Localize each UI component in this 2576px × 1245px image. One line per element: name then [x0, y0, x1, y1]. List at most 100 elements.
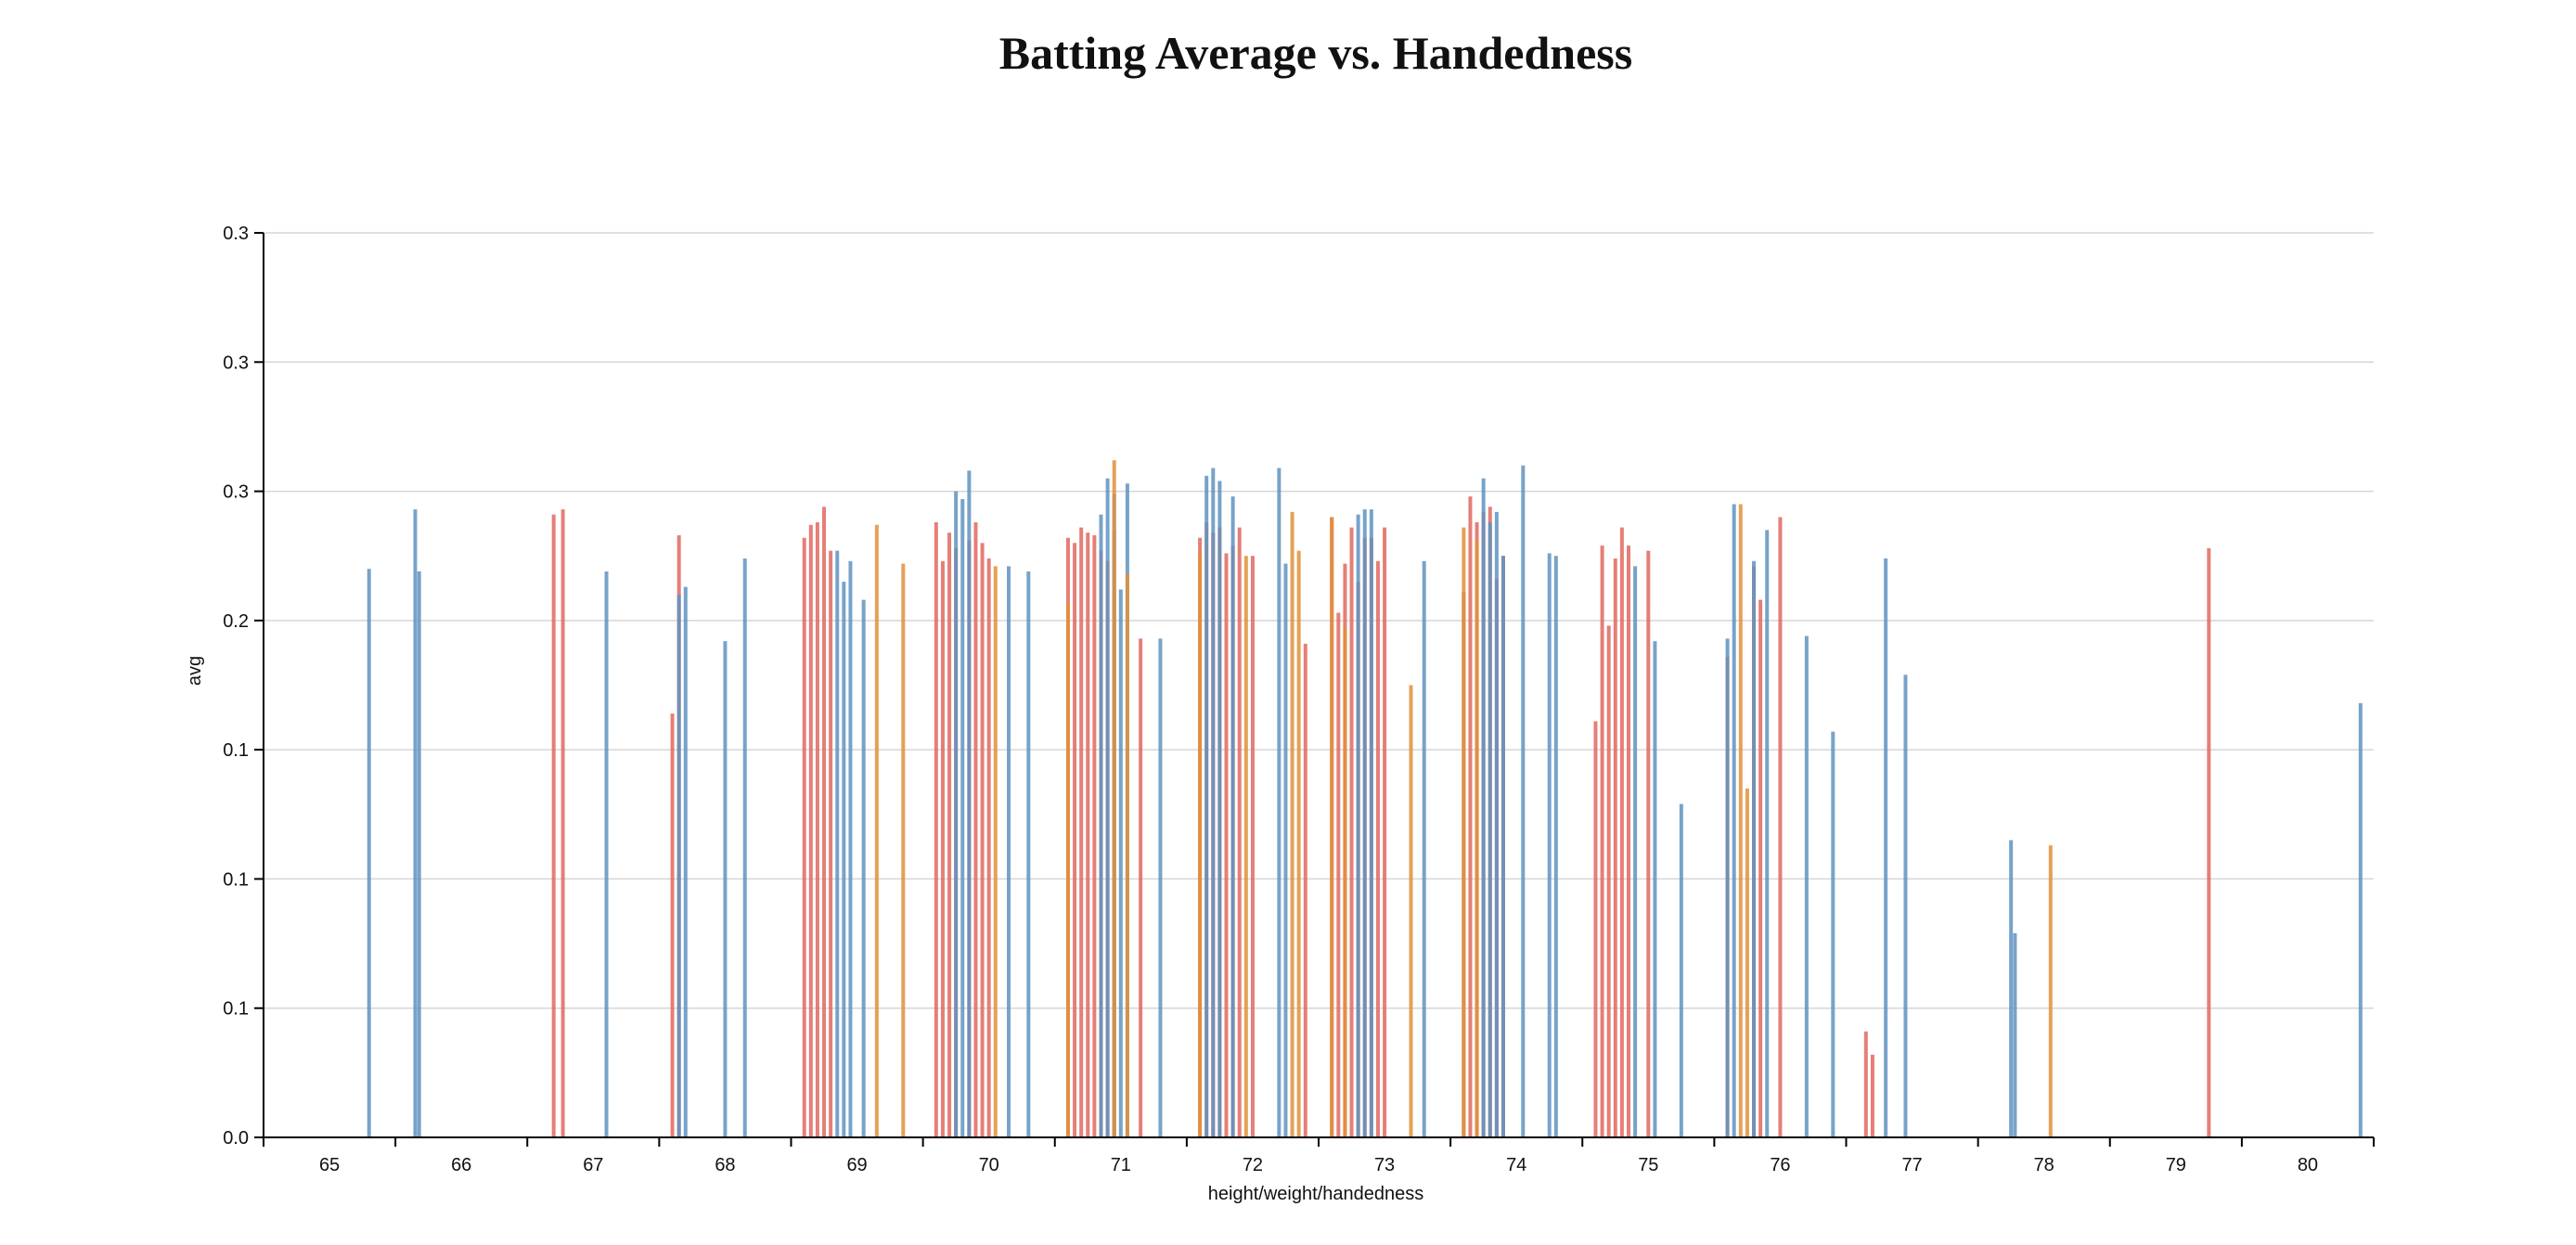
bar — [1619, 527, 1624, 1137]
bar — [604, 571, 609, 1137]
bar — [1092, 534, 1097, 1137]
bar — [683, 586, 688, 1137]
bar — [1065, 602, 1070, 1137]
bar — [1501, 556, 1505, 1137]
bar — [1870, 1054, 1874, 1137]
y-tick-label: 0.3 — [223, 353, 249, 373]
bar — [1211, 468, 1216, 1137]
bar — [1679, 803, 1683, 1137]
bar — [1613, 558, 1617, 1137]
bar — [1296, 550, 1301, 1137]
bar — [1099, 514, 1103, 1137]
bar — [413, 509, 418, 1137]
bar — [993, 566, 998, 1137]
bar — [1462, 527, 1466, 1137]
bar — [1007, 566, 1011, 1137]
x-tick-label: 66 — [451, 1155, 471, 1175]
bar — [1884, 558, 1888, 1137]
bar — [2207, 547, 2211, 1137]
bar — [940, 560, 945, 1137]
bar — [1600, 545, 1604, 1137]
bar — [901, 563, 906, 1137]
bar — [1468, 496, 1473, 1137]
bar — [1521, 465, 1526, 1137]
bar — [1217, 481, 1222, 1137]
y-axis-ticks: 0.0 0.1 0.1 0.1 0.2 0.3 0.3 0.3 — [223, 224, 264, 1149]
bar — [367, 569, 371, 1137]
bar — [973, 522, 978, 1137]
bar — [676, 595, 681, 1137]
bar — [1224, 553, 1229, 1137]
bar — [1349, 527, 1354, 1137]
y-tick-label: 0.2 — [223, 611, 249, 632]
x-tick-label: 69 — [846, 1155, 867, 1175]
bar — [1553, 556, 1558, 1137]
chart-title: Batting Average vs. Handedness — [998, 27, 1633, 79]
bar — [560, 509, 565, 1137]
bar — [1475, 540, 1479, 1137]
bar — [1243, 556, 1248, 1137]
axes — [263, 233, 2374, 1138]
bar — [1073, 543, 1077, 1137]
bar — [1362, 509, 1367, 1137]
bar — [861, 599, 866, 1137]
bar — [874, 524, 879, 1137]
x-tick-label: 72 — [1243, 1155, 1263, 1175]
x-tick-label: 70 — [979, 1155, 999, 1175]
bar — [1250, 556, 1255, 1137]
bar — [1230, 496, 1235, 1137]
bar — [1481, 478, 1486, 1137]
bar — [1606, 625, 1611, 1137]
bars — [367, 460, 2363, 1138]
x-tick-label: 77 — [1901, 1155, 1922, 1175]
bar — [1158, 638, 1163, 1137]
bar — [1752, 560, 1757, 1137]
y-tick-label: 0.0 — [223, 1128, 249, 1149]
bar — [1804, 635, 1809, 1137]
x-tick-label: 79 — [2166, 1155, 2186, 1175]
bar — [1356, 514, 1360, 1137]
bar — [980, 543, 985, 1137]
bar — [1283, 563, 1288, 1137]
gridlines — [264, 232, 2374, 1009]
bar — [947, 533, 952, 1137]
bar — [1633, 566, 1638, 1137]
bar — [1738, 504, 1743, 1137]
bar — [960, 498, 965, 1137]
bar — [1198, 553, 1203, 1137]
bar — [954, 491, 959, 1137]
bar — [808, 524, 813, 1137]
bar — [1758, 599, 1763, 1137]
bar — [1653, 641, 1657, 1137]
bar — [1336, 612, 1341, 1137]
bar — [829, 550, 833, 1137]
bar — [1765, 530, 1770, 1137]
bar — [1277, 468, 1282, 1137]
bar — [1369, 509, 1373, 1137]
bar — [417, 571, 421, 1137]
bar — [1112, 460, 1116, 1138]
x-tick-label: 71 — [1111, 1155, 1131, 1175]
bar — [1290, 511, 1294, 1137]
bar — [1778, 517, 1783, 1137]
y-tick-label: 0.1 — [223, 869, 249, 890]
bar — [1139, 638, 1143, 1137]
bar — [1863, 1031, 1868, 1137]
x-tick-label: 73 — [1374, 1155, 1395, 1175]
bar — [2013, 932, 2017, 1137]
bar — [1547, 553, 1552, 1137]
bar — [1330, 517, 1334, 1137]
bar — [934, 522, 938, 1137]
x-axis-ticks: 65 66 67 68 69 70 71 72 73 74 75 76 77 78 79 80 — [263, 1137, 2375, 1175]
bar — [670, 713, 675, 1137]
bar — [1118, 589, 1123, 1137]
bar — [1079, 527, 1084, 1137]
y-tick-label: 0.3 — [223, 224, 249, 244]
bar — [1725, 638, 1730, 1137]
bar — [822, 507, 827, 1137]
bar — [742, 558, 747, 1137]
bar — [723, 641, 728, 1137]
bar — [2048, 845, 2053, 1137]
bar — [1237, 527, 1242, 1137]
bar — [1026, 571, 1031, 1137]
